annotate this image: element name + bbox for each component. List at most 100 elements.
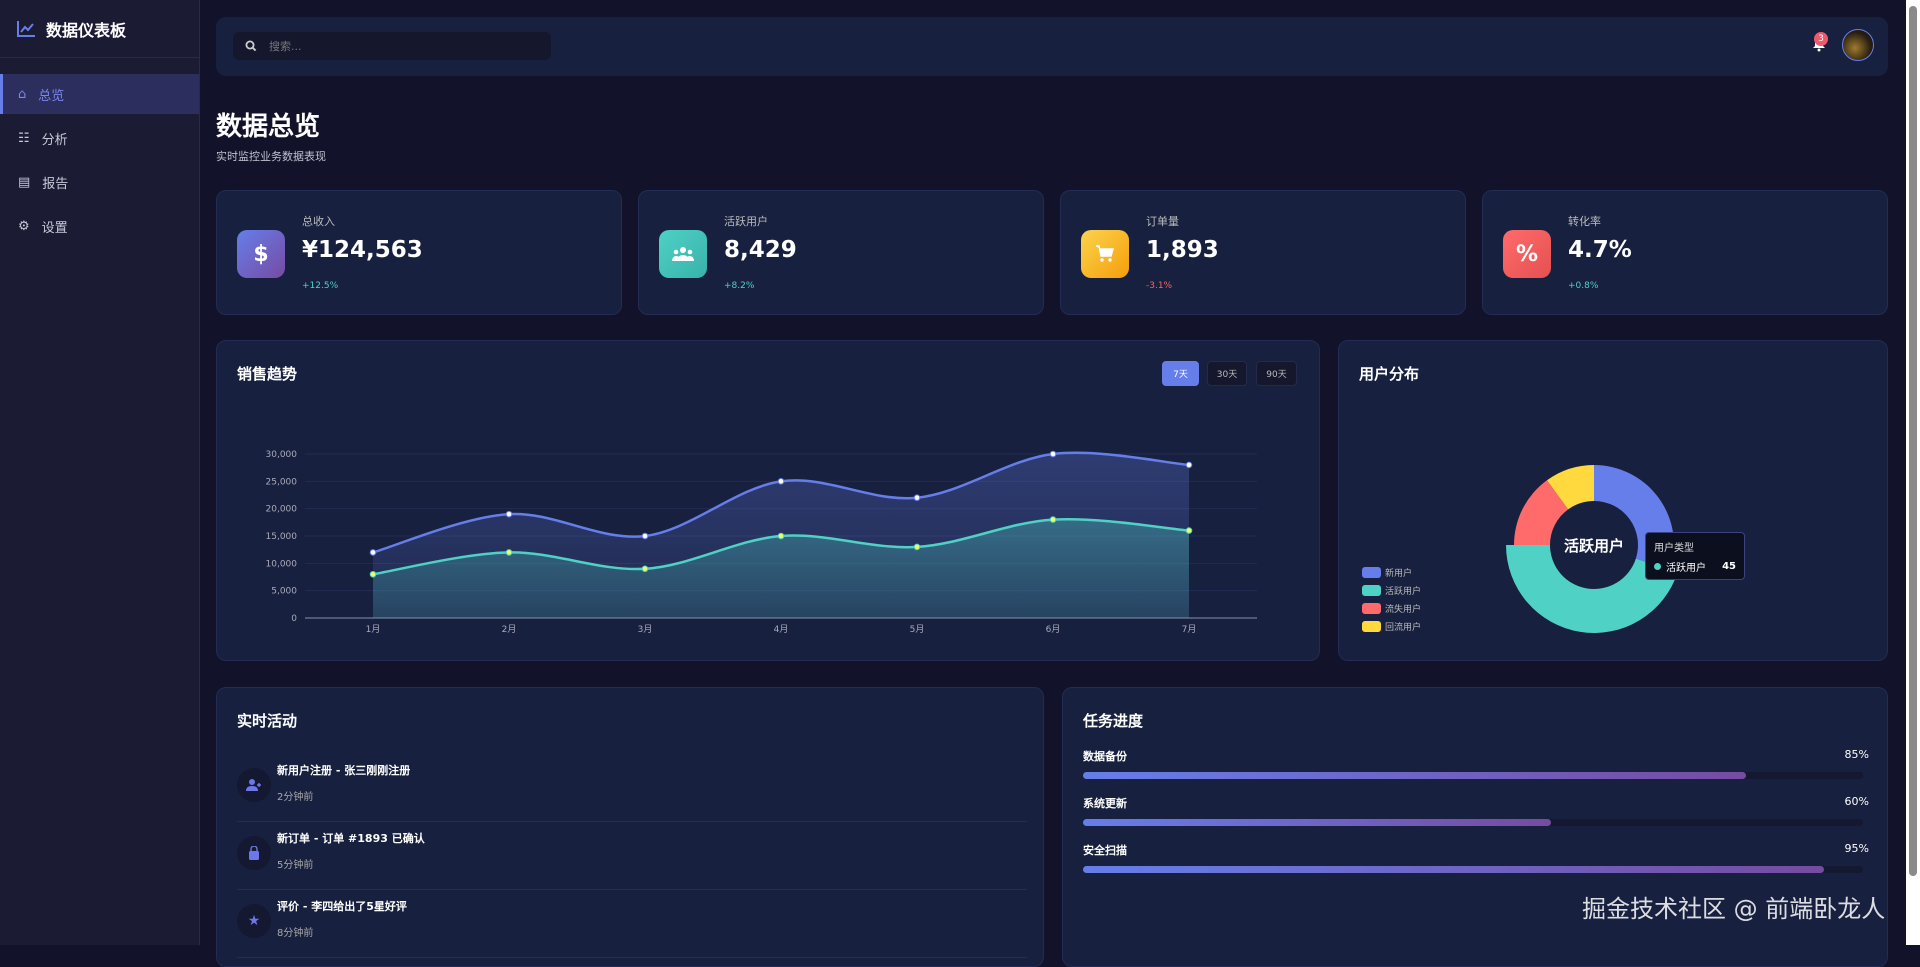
app-title: 数据仪表板 bbox=[46, 20, 127, 40]
y-tick-label: 5,000 bbox=[271, 587, 297, 597]
x-tick-label: 4月 bbox=[774, 624, 789, 635]
brand[interactable]: 数据仪表板 bbox=[0, 0, 199, 58]
legend-item[interactable]: 回流用户 bbox=[1362, 617, 1421, 635]
data-point[interactable] bbox=[1185, 461, 1193, 469]
x-tick-label: 6月 bbox=[1046, 624, 1061, 635]
stat-card: 活跃用户 8,429 +8.2% bbox=[638, 190, 1044, 315]
donut-slice[interactable] bbox=[1546, 465, 1594, 510]
activity-title: 新用户注册 - 张三刚刚注册 bbox=[277, 764, 411, 777]
card-title: 任务进度 bbox=[1083, 712, 1144, 730]
legend-item[interactable]: 新用户 bbox=[1362, 563, 1421, 581]
x-tick-label: 5月 bbox=[910, 624, 925, 635]
activity-item[interactable]: 新用户注册 - 张三刚刚注册 2分钟前 bbox=[237, 754, 1027, 822]
home-icon: ⌂ bbox=[18, 86, 27, 102]
tooltip-marker bbox=[1654, 563, 1661, 570]
data-point[interactable] bbox=[913, 494, 921, 502]
card-title: 销售趋势 bbox=[237, 365, 298, 383]
data-point[interactable] bbox=[505, 510, 513, 518]
data-point[interactable] bbox=[777, 532, 785, 540]
y-tick-label: 25,000 bbox=[266, 477, 298, 487]
task-label: 安全扫描 bbox=[1083, 844, 1127, 857]
legend-item[interactable]: 活跃用户 bbox=[1362, 581, 1421, 599]
star-icon: ★ bbox=[237, 904, 271, 938]
stat-card: 订单量 1,893 -3.1% bbox=[1060, 190, 1466, 315]
y-tick-label: 20,000 bbox=[266, 505, 298, 515]
data-point[interactable] bbox=[1185, 527, 1193, 534]
stat-card: $ 总收入 ¥124,563 +12.5% bbox=[216, 190, 622, 315]
sidebar-item-reports[interactable]: ▤ 报告 bbox=[0, 162, 199, 202]
y-tick-label: 0 bbox=[291, 614, 297, 624]
stat-label: 转化率 bbox=[1568, 215, 1601, 228]
activity-card: 实时活动 新用户注册 - 张三刚刚注册 2分钟前 新订单 - 订单 #1893 … bbox=[216, 687, 1044, 967]
range-7d-button[interactable]: 7天 bbox=[1162, 361, 1199, 386]
legend-label: 新用户 bbox=[1385, 568, 1413, 579]
data-point[interactable] bbox=[1049, 516, 1057, 523]
data-point[interactable] bbox=[777, 478, 785, 485]
task-progress-card: 任务进度 数据备份 85% 系统更新 60% 安全扫描 95% bbox=[1062, 687, 1888, 967]
sidebar-item-analysis[interactable]: ☷ 分析 bbox=[0, 118, 199, 158]
stat-value: 1,893 bbox=[1146, 237, 1219, 263]
x-tick-label: 1月 bbox=[366, 624, 381, 635]
task-item: 安全扫描 95% bbox=[1083, 842, 1869, 873]
chart-tooltip: 用户类型 活跃用户 45 bbox=[1645, 532, 1745, 580]
donut-slice[interactable] bbox=[1506, 545, 1678, 633]
sidebar-item-settings[interactable]: ⚙ 设置 bbox=[0, 206, 199, 246]
watermark: 掘金技术社区 @ 前端卧龙人 bbox=[1582, 895, 1886, 923]
sidebar-nav: ⌂ 总览 ☷ 分析 ▤ 报告 ⚙ 设置 bbox=[0, 74, 199, 246]
progress-fill bbox=[1083, 772, 1746, 779]
legend-item[interactable]: 流失用户 bbox=[1362, 599, 1421, 617]
data-point[interactable] bbox=[1049, 450, 1057, 458]
donut-center-label: 活跃用户 bbox=[1564, 537, 1624, 555]
page-title: 数据总览 bbox=[216, 112, 321, 142]
task-item: 系统更新 60% bbox=[1083, 795, 1869, 826]
stat-label: 总收入 bbox=[302, 215, 335, 228]
shopping-bag-icon bbox=[237, 836, 271, 870]
card-title: 用户分布 bbox=[1359, 365, 1420, 383]
users-icon bbox=[659, 230, 707, 278]
sales-trend-card: 销售趋势 7天 30天 90天 0 5,000 10,000 15,000 20,000… bbox=[216, 340, 1320, 661]
series-area bbox=[373, 519, 1189, 618]
range-30d-button[interactable]: 30天 bbox=[1207, 361, 1247, 386]
stat-change: +0.8% bbox=[1568, 281, 1599, 291]
stat-change: +12.5% bbox=[302, 281, 339, 291]
stat-label: 订单量 bbox=[1146, 215, 1179, 228]
sidebar-item-overview[interactable]: ⌂ 总览 bbox=[0, 74, 199, 114]
donut-slice[interactable] bbox=[1514, 480, 1569, 545]
user-distribution-card: 用户分布 活跃用户 新用户 活跃用户 流失用户 回流用户 用户类型 活跃用户 45 bbox=[1338, 340, 1888, 661]
data-point[interactable] bbox=[505, 549, 513, 556]
legend-label: 流失用户 bbox=[1385, 604, 1422, 615]
sidebar-item-label: 设置 bbox=[41, 220, 68, 236]
progress-bar bbox=[1083, 772, 1863, 779]
scrollbar-thumb[interactable] bbox=[1909, 6, 1917, 876]
activity-item[interactable]: ★ 评价 - 李四给出了5星好评 8分钟前 bbox=[237, 890, 1027, 958]
progress-fill bbox=[1083, 866, 1824, 873]
task-percent: 95% bbox=[1844, 842, 1869, 855]
sidebar-item-label: 总览 bbox=[38, 88, 65, 104]
range-90d-button[interactable]: 90天 bbox=[1256, 361, 1297, 386]
sidebar-item-label: 报告 bbox=[42, 176, 69, 192]
activity-time: 5分钟前 bbox=[277, 860, 314, 871]
data-point[interactable] bbox=[641, 565, 649, 573]
activity-item[interactable]: 新订单 - 订单 #1893 已确认 5分钟前 bbox=[237, 822, 1027, 890]
legend-label: 活跃用户 bbox=[1385, 586, 1422, 597]
search-input[interactable]: 搜索... bbox=[233, 32, 551, 60]
data-point[interactable] bbox=[641, 532, 649, 540]
data-point[interactable] bbox=[369, 570, 377, 578]
avatar[interactable] bbox=[1842, 29, 1874, 61]
task-percent: 60% bbox=[1844, 795, 1869, 808]
top-header: 搜索... 3 bbox=[216, 17, 1888, 76]
data-point[interactable] bbox=[369, 549, 377, 556]
data-point[interactable] bbox=[913, 543, 921, 551]
task-item: 数据备份 85% bbox=[1083, 748, 1869, 779]
x-tick-label: 3月 bbox=[638, 624, 653, 635]
tooltip-value: 45 bbox=[1722, 561, 1736, 572]
scrollbar[interactable] bbox=[1906, 0, 1920, 945]
tooltip-title: 用户类型 bbox=[1654, 543, 1694, 554]
sidebar-item-label: 分析 bbox=[41, 132, 68, 148]
legend-label: 回流用户 bbox=[1385, 622, 1422, 633]
y-tick-label: 10,000 bbox=[266, 559, 298, 569]
sidebar: 数据仪表板 ⌂ 总览 ☷ 分析 ▤ 报告 ⚙ 设置 bbox=[0, 0, 200, 945]
task-label: 系统更新 bbox=[1083, 797, 1127, 810]
task-percent: 85% bbox=[1844, 748, 1869, 761]
y-tick-label: 30,000 bbox=[266, 450, 298, 460]
